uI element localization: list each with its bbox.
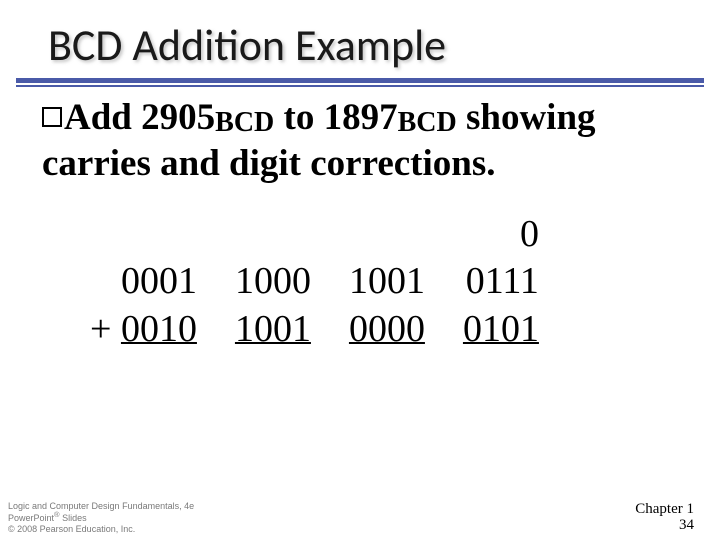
footer-credits: Logic and Computer Design Fundamentals, … [8,501,194,534]
digit-cell: 1000 [217,258,329,304]
digit-underline: 0000 [349,308,425,350]
page-number: 34 [679,517,694,534]
footer-line-3: © 2008 Pearson Education, Inc. [8,524,194,534]
body-prefix: Add 2905 [64,97,215,138]
footer-line-2: PowerPoint® Slides [8,511,194,523]
digit-cell: 1001 [331,258,443,304]
bullet-icon [42,107,62,127]
carry-cell [331,212,443,256]
body-text: Add 2905BCD to 1897BCD showing carries a… [42,95,704,188]
addend-row-1: 0001 1000 1001 0111 [72,258,557,304]
body-sub2: BCD [398,107,457,138]
body-mid: to 1897 [274,97,397,138]
digit-cell: 1001 [217,306,329,352]
carry-cell [217,212,329,256]
carry-row: 0 [72,212,557,256]
carry-cell [72,212,215,256]
addend-row-2: + 0010 1001 0000 0101 [72,306,557,352]
slide-title: BCD Addition Example [48,18,446,72]
digit-cell: 0101 [445,306,557,352]
digit-cell: + 0010 [72,306,215,352]
chapter-label: Chapter 1 [635,501,694,518]
carry-cell: 0 [445,212,557,256]
title-rule [16,78,704,87]
footer-line-1: Logic and Computer Design Fundamentals, … [8,501,194,511]
plus-sign: + [90,308,121,350]
digit-cell: 0000 [331,306,443,352]
digit-cell: 0001 [72,258,215,304]
body-sub1: BCD [215,107,274,138]
digit-underline: 0010 [121,308,197,350]
digit-underline: 1001 [235,308,311,350]
digit-cell: 0111 [445,258,557,304]
addition-table: 0 0001 1000 1001 0111 + 0010 1001 0000 0… [70,210,559,354]
digit-underline: 0101 [463,308,539,350]
